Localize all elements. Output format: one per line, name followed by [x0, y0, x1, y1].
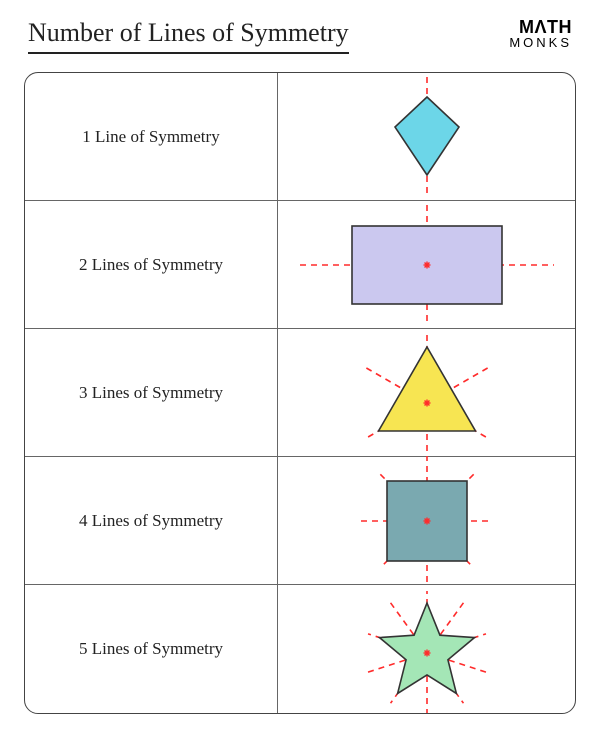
table-row: 5 Lines of Symmetry: [25, 585, 575, 713]
row-label: 3 Lines of Symmetry: [25, 329, 278, 456]
shape-triangle: [278, 329, 575, 456]
row-label: 2 Lines of Symmetry: [25, 201, 278, 328]
row-label: 5 Lines of Symmetry: [25, 585, 278, 713]
shape-rectangle: [278, 201, 575, 328]
page-title: Number of Lines of Symmetry: [28, 18, 349, 54]
shape-kite: [278, 73, 575, 200]
symmetry-table: 1 Line of Symmetry 2 Lines of Symmetry 3…: [24, 72, 576, 714]
table-row: 2 Lines of Symmetry: [25, 201, 575, 329]
row-label: 1 Line of Symmetry: [25, 73, 278, 200]
shape-star: [278, 585, 575, 713]
logo: MΛTH MONKS: [509, 18, 572, 49]
shape-square: [278, 457, 575, 584]
table-row: 4 Lines of Symmetry: [25, 457, 575, 585]
table-row: 1 Line of Symmetry: [25, 73, 575, 201]
logo-top: MΛTH: [509, 18, 572, 36]
row-label: 4 Lines of Symmetry: [25, 457, 278, 584]
header: Number of Lines of Symmetry MΛTH MONKS: [0, 0, 600, 54]
table-row: 3 Lines of Symmetry: [25, 329, 575, 457]
logo-bottom: MONKS: [509, 36, 572, 49]
